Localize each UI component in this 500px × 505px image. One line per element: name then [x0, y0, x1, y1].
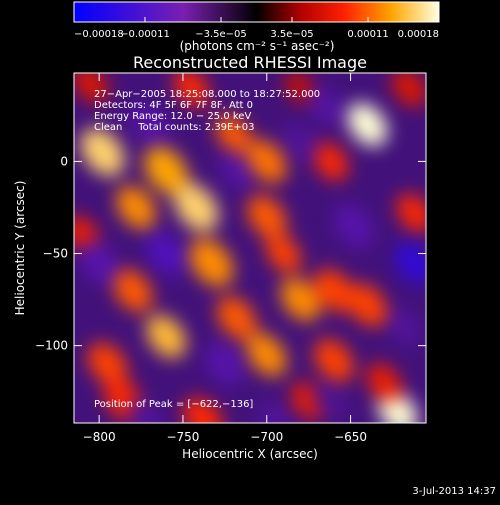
heatmap-blob — [280, 277, 321, 322]
heatmap-blob — [282, 123, 318, 163]
annotation-time-range: 27−Apr−2005 18:25:08.000 to 18:27:52.000 — [94, 89, 320, 100]
heatmap-blob — [116, 185, 156, 230]
heatmap-blob — [314, 338, 354, 382]
heatmap-blob — [347, 102, 388, 147]
colorbar-tick-label: −3.5e−05 — [195, 29, 247, 40]
chart-title: Reconstructed RHESSI Image — [133, 53, 367, 72]
heatmap-image — [74, 73, 426, 423]
heatmap-blob — [183, 397, 223, 423]
heatmap-blob — [146, 231, 186, 276]
heatmap-blob — [246, 195, 287, 239]
heatmap-blob — [257, 400, 293, 423]
heatmap-blob — [216, 296, 257, 340]
heatmap-blob — [246, 333, 287, 377]
heatmap-blob — [314, 268, 354, 312]
heatmap-blob — [205, 342, 245, 386]
x-tick-label: −800 — [83, 430, 116, 444]
heatmap-blob — [79, 241, 119, 285]
y-tick-label: −100 — [35, 339, 68, 353]
x-tick-label: −700 — [250, 430, 283, 444]
colorbar-tick-label: 0.00018 — [398, 29, 439, 40]
heatmap-blob — [146, 314, 186, 359]
annotation-energy-range: Energy Range: 12.0 − 25.0 keV — [94, 111, 251, 122]
heatmap-blob — [87, 342, 128, 386]
heatmap-blob — [312, 142, 349, 181]
heatmap-blob — [174, 183, 219, 232]
colorbar-gradient — [73, 1, 440, 23]
footer-timestamp: 3-Jul-2013 14:37 — [412, 486, 496, 497]
heatmap-blob — [386, 308, 422, 347]
annotation-block: 27−Apr−2005 18:25:08.000 to 18:27:52.000… — [94, 89, 320, 133]
heatmap-blob — [129, 102, 170, 147]
annotation-clean-counts: Clean Total counts: 2.39E+03 — [94, 122, 254, 133]
colorbar-tick-label: −0.00018 — [74, 29, 124, 40]
x-axis-label: Heliocentric X (arcsec) — [182, 447, 318, 461]
colorbar: −0.00018−0.00011 −3.5e−05 3.5e−05 0.00011 0.… — [73, 1, 440, 53]
heatmap-blob — [391, 73, 426, 107]
x-tick-label: −750 — [166, 430, 199, 444]
colorbar-ticks: −0.00018−0.00011 −3.5e−05 3.5e−05 0.00011 0.… — [73, 17, 440, 40]
annotation-detectors: Detectors: 4F 5F 6F 7F 8F, Att 0 — [94, 100, 253, 111]
heatmap-blob — [144, 146, 189, 195]
colorbar-unit-label: (photons cm⁻² s⁻¹ asec⁻²) — [180, 39, 335, 53]
heatmap-blob — [218, 151, 255, 190]
plot-frame — [73, 72, 427, 424]
heatmap-blob — [265, 234, 302, 273]
heatmap-blob — [189, 238, 234, 287]
heatmap-blob — [366, 363, 402, 402]
heatmap-blob — [334, 204, 374, 248]
heatmap-blob — [394, 241, 426, 285]
heatmap-blob — [128, 400, 164, 423]
peak-position-label: Position of Peak = [−622,−136] — [94, 399, 253, 410]
heatmap-blob — [215, 114, 251, 153]
colorbar-tick-label: −0.00011 — [120, 29, 170, 40]
heatmap-blob — [80, 128, 125, 177]
heatmap-blob — [396, 193, 426, 233]
x-tick-label: −650 — [334, 430, 367, 444]
heatmap-blob — [246, 139, 287, 184]
y-tick-label: −50 — [43, 247, 68, 261]
colorbar-tick-label: 0.00011 — [347, 29, 388, 40]
heatmap-blob — [112, 268, 153, 312]
y-tick-label: 0 — [60, 154, 68, 168]
heatmap-blob — [284, 73, 316, 105]
heatmap-blob — [307, 86, 344, 126]
colorbar-tick-label: 3.5e−05 — [270, 29, 313, 40]
y-axis-label: Heliocentric Y (arcsec) — [13, 181, 27, 316]
heatmap-blob — [347, 283, 388, 327]
heatmap-blob — [312, 381, 349, 421]
axis-ticks: −800 −750 −700 −650 0 −50 −100 — [35, 73, 426, 444]
